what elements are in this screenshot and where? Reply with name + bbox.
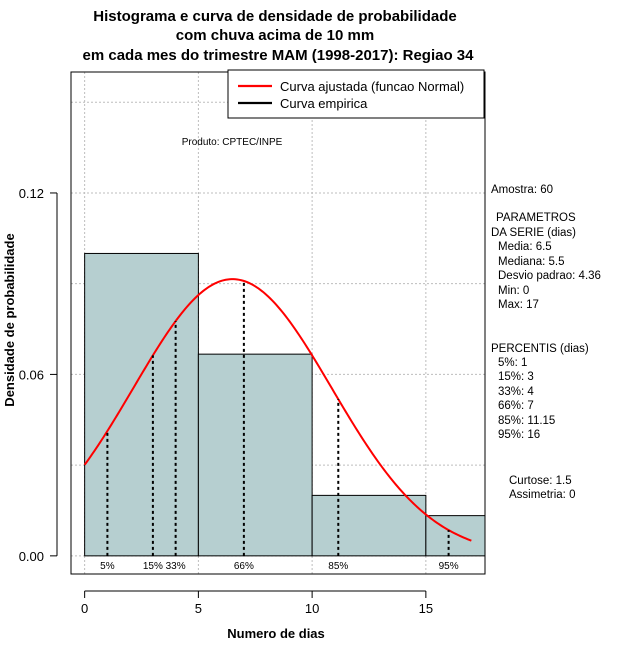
percentile-33: 33%: 4: [498, 386, 534, 398]
axes: 0 5 10 15 0.00 0.06 0.12: [19, 186, 433, 616]
y-tick-label: 0.06: [19, 367, 44, 382]
legend: Curva ajustada (funcao Normal) Curva emp…: [227, 69, 485, 119]
param-min: Min: 0: [498, 285, 529, 297]
histogram-bar: [311, 494, 427, 557]
y-tick-label: 0.00: [19, 549, 44, 564]
param-mean: Media: 6.5: [498, 241, 552, 253]
legend-label-empirical: Curva empirica: [280, 96, 368, 111]
percentile-66: 66%: 7: [498, 400, 534, 412]
legend-box: [227, 69, 485, 119]
percentile-95: 95%: 16: [498, 429, 540, 441]
percentile-label: 33%: [166, 561, 186, 572]
percentile-85: 85%: 11.15: [498, 415, 555, 427]
skewness: Assimetria: 0: [509, 489, 575, 501]
param-median: Mediana: 5.5: [498, 256, 565, 268]
kurtosis: Curtose: 1.5: [509, 475, 572, 487]
percentile-label: 15%: [143, 561, 163, 572]
percentile-label: 85%: [328, 561, 348, 572]
x-tick-label: 10: [305, 601, 319, 616]
chart-title-line-2: com chuva acima de 10 mm: [176, 27, 374, 44]
sample-size: Amostra: 60: [491, 184, 553, 196]
legend-label-normal: Curva ajustada (funcao Normal): [280, 79, 464, 94]
x-tick-label: 5: [195, 601, 202, 616]
normal-curve-layer: [83, 278, 472, 542]
percentile-label: 95%: [439, 561, 459, 572]
chart-title-line-1: Histograma e curva de densidade de proba…: [93, 8, 456, 25]
percentiles-header: PERCENTIS (dias): [491, 343, 589, 355]
percentile-label: 66%: [234, 561, 254, 572]
percentile-15: 15%: 3: [498, 371, 534, 383]
y-tick-label: 0.12: [19, 186, 44, 201]
chart-title-line-3: em cada mes do trimestre MAM (1998-2017)…: [83, 47, 475, 64]
stats-panel: Amostra: 60 PARAMETROS DA SERIE (dias) M…: [491, 184, 601, 501]
percentile-lines: 5% 15% 33% 66% 85% 95%: [100, 280, 459, 572]
params-header-1: PARAMETROS: [496, 212, 576, 224]
histogram-bar: [197, 353, 313, 557]
param-stddev: Desvio padrao: 4.36: [498, 270, 601, 282]
normal-curve: [83, 278, 472, 542]
x-axis-title: Numero de dias: [227, 626, 325, 641]
histogram-bar: [84, 252, 199, 557]
params-header-2: DA SERIE (dias): [491, 227, 576, 239]
product-label: Produto: CPTEC/INPE: [182, 137, 283, 148]
param-max: Max: 17: [498, 299, 539, 311]
histogram-bars: [84, 252, 486, 557]
x-tick-label: 15: [419, 601, 433, 616]
percentile-label: 5%: [100, 561, 115, 572]
x-tick-label: 0: [81, 601, 88, 616]
percentile-5: 5%: 1: [498, 357, 527, 369]
y-axis-title: Densidade de probabilidade: [2, 233, 17, 406]
